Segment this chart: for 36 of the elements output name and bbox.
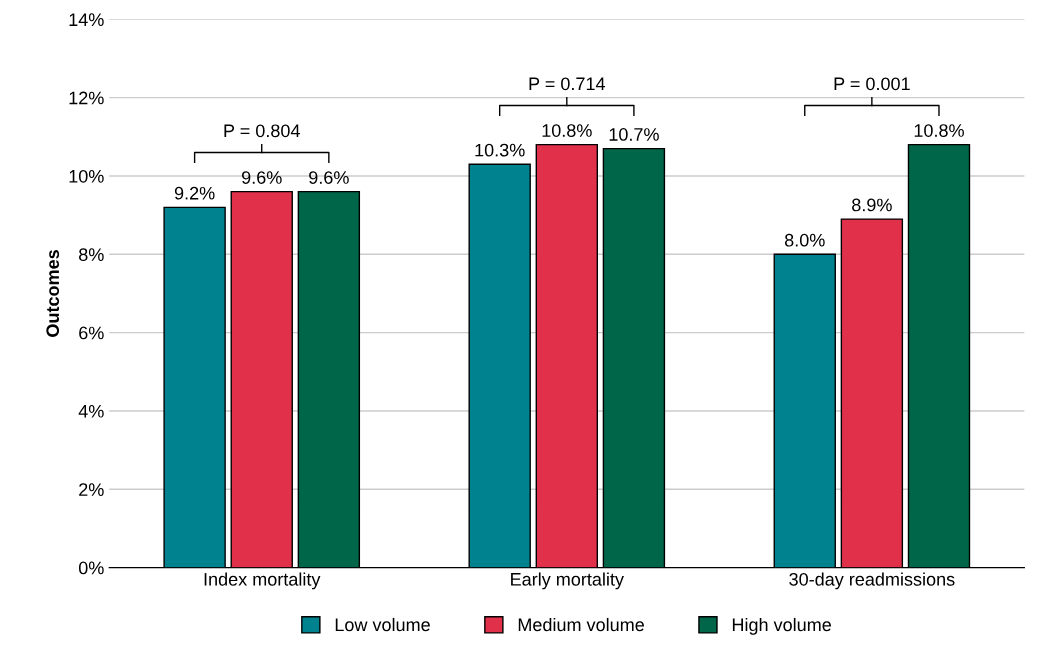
y-tick-label: 8%	[79, 248, 104, 262]
bar	[468, 163, 531, 568]
data-label: 10.7%	[609, 128, 659, 141]
bar	[907, 143, 971, 568]
y-tick-label: 12%	[69, 91, 104, 105]
y-tick-label: 6%	[79, 326, 104, 340]
legend-label: Low volume	[335, 617, 430, 632]
x-tick-label: 30-day readmissions	[789, 572, 955, 590]
data-label: 9.6%	[242, 171, 282, 184]
bar	[840, 218, 904, 568]
data-label: 8.0%	[784, 233, 825, 247]
data-label: 8.9%	[852, 198, 892, 212]
y-tick-label: 10%	[69, 169, 104, 183]
bar	[535, 143, 599, 568]
y-tick-label: 2%	[79, 483, 104, 496]
data-label: 10.8%	[914, 124, 964, 137]
data-label: 10.8%	[542, 124, 592, 137]
data-label: 10.3%	[475, 143, 525, 157]
y-tick-label: 14%	[69, 13, 104, 26]
annotation: P = 0.804	[224, 124, 300, 138]
bar	[230, 190, 293, 568]
x-tick-label: Index mortality	[204, 572, 321, 590]
x-tick-label: Early mortality	[511, 572, 624, 590]
annotation: P = 0.714	[529, 77, 606, 91]
annotation: P = 0.001	[834, 77, 910, 91]
bar	[773, 253, 836, 568]
bar	[297, 190, 361, 568]
data-label: 9.6%	[309, 171, 349, 184]
y-axis-title: Outcomes	[46, 250, 60, 337]
data-label: 9.2%	[174, 186, 215, 200]
legend-label: Medium volume	[518, 617, 644, 632]
y-tick-label: 0%	[78, 561, 104, 575]
legend-label: High volume	[732, 617, 831, 635]
bar	[163, 206, 226, 568]
y-tick-label: 4%	[78, 404, 104, 418]
bar	[602, 147, 666, 568]
